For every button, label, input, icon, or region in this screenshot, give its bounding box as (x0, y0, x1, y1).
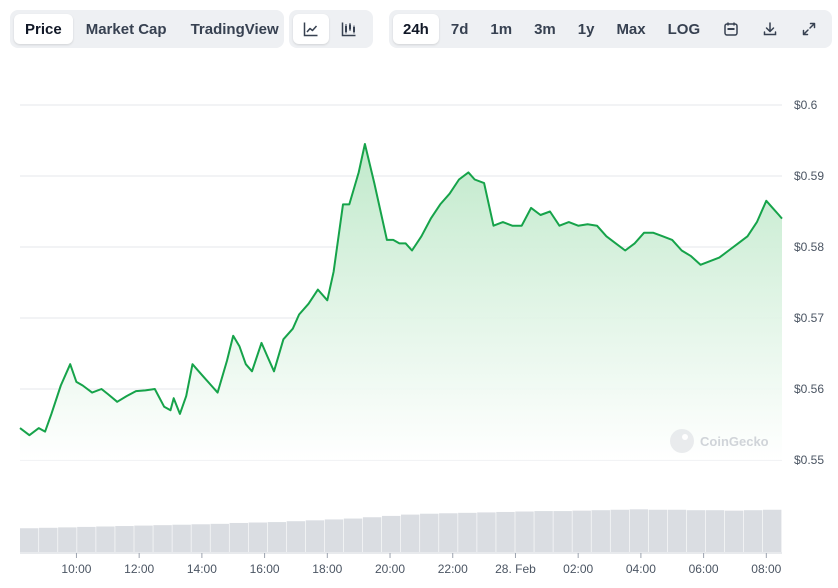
price-area (20, 144, 782, 460)
volume-bar (286, 521, 306, 552)
tab-market-cap[interactable]: Market Cap (85, 20, 167, 38)
volume-bar (458, 512, 477, 552)
x-tick-label: 14:00 (187, 562, 217, 576)
volume-bar (77, 526, 96, 552)
tab-price[interactable]: Price (14, 14, 73, 44)
x-tick-label: 08:00 (751, 562, 781, 576)
y-tick-label: $0.57 (794, 311, 824, 325)
calendar-icon (724, 22, 738, 36)
x-tick-label: 04:00 (626, 562, 656, 576)
volume-bar (686, 510, 706, 552)
expand-icon (803, 22, 816, 36)
x-tick-label: 12:00 (124, 562, 154, 576)
gecko-eye (682, 434, 688, 440)
candlestick-icon (341, 22, 356, 37)
volume-bar (381, 515, 401, 552)
volume-bar (762, 509, 782, 552)
x-tick-label: 02:00 (563, 562, 593, 576)
volume-bar (172, 524, 191, 552)
volume-bar (401, 514, 420, 552)
x-tick-label: 06:00 (689, 562, 719, 576)
range-3m[interactable]: 3m (534, 20, 556, 38)
volume-bar (191, 524, 210, 552)
volume-bar (553, 511, 572, 552)
y-tick-label: $0.59 (794, 169, 824, 183)
range-max[interactable]: Max (616, 20, 646, 38)
range-1m[interactable]: 1m (490, 20, 513, 38)
volume-bar (591, 510, 610, 552)
line-chart-button[interactable] (293, 14, 329, 44)
y-axis-labels: $0.6 $0.59 $0.58 $0.57 $0.56 $0.55 (794, 98, 824, 467)
volume-bar (39, 527, 58, 552)
volume-bar (210, 523, 229, 552)
volume-bar (115, 526, 134, 552)
x-tick-label: 22:00 (438, 562, 468, 576)
volume-bar (496, 511, 515, 552)
volume-bar (229, 522, 248, 552)
x-tick-label: 28. Feb (495, 562, 536, 576)
volume-bar (629, 509, 649, 552)
volume-bar (477, 512, 496, 552)
volume-bar (267, 522, 287, 552)
volume-bar (743, 510, 763, 552)
volume-bar (705, 510, 725, 552)
line-chart-icon (303, 22, 318, 37)
volume-bar (439, 513, 458, 552)
range-selector: 24h 7d 1m 3m 1y Max LOG (389, 10, 832, 48)
y-tick-label: $0.6 (794, 98, 818, 112)
volume-bar (134, 525, 153, 552)
volume-bar (420, 513, 439, 552)
range-7d[interactable]: 7d (450, 20, 469, 38)
price-line (19, 143, 783, 437)
volume-bar (362, 517, 382, 552)
volume-bar (20, 528, 39, 552)
coingecko-watermark: CoinGecko (670, 429, 769, 453)
volume-bar (724, 510, 744, 552)
fullscreen-button[interactable] (791, 14, 828, 44)
volume-bar (515, 511, 534, 552)
chart-type-toggle (289, 10, 373, 48)
gecko-logo-icon (670, 429, 694, 453)
x-tick-label: 20:00 (375, 562, 405, 576)
view-tabs: Price Market Cap TradingView (10, 10, 284, 48)
y-tick-label: $0.56 (794, 382, 824, 396)
range-24h[interactable]: 24h (393, 14, 439, 44)
volume-bar (343, 518, 363, 552)
y-tick-label: $0.55 (794, 453, 824, 467)
watermark-text: CoinGecko (700, 434, 769, 449)
calendar-button[interactable] (712, 14, 749, 44)
volume-bar (534, 511, 553, 552)
x-tick-label: 10:00 (61, 562, 91, 576)
volume-bar (610, 509, 629, 552)
x-tick-label: 16:00 (250, 562, 280, 576)
x-axis-labels: 10:00 12:00 14:00 16:00 18:00 20:00 22:00 28. F… (20, 552, 782, 576)
volume-bar (58, 527, 77, 552)
volume-bar (648, 509, 668, 552)
tab-tradingview[interactable]: TradingView (190, 20, 279, 38)
candlestick-button[interactable] (331, 14, 367, 44)
y-tick-label: $0.58 (794, 240, 824, 254)
volume-bar (667, 509, 687, 552)
volume-bar (96, 526, 115, 552)
volume-bar (248, 522, 268, 552)
volume-bar (153, 525, 172, 552)
volume-bars (20, 509, 782, 552)
download-button[interactable] (751, 14, 788, 44)
volume-bar (305, 520, 325, 552)
download-icon (763, 22, 777, 36)
volume-bar (324, 519, 344, 552)
x-tick-label: 18:00 (312, 562, 342, 576)
volume-bar (572, 510, 591, 552)
log-scale-toggle[interactable]: LOG (667, 20, 701, 38)
range-1y[interactable]: 1y (577, 20, 595, 38)
